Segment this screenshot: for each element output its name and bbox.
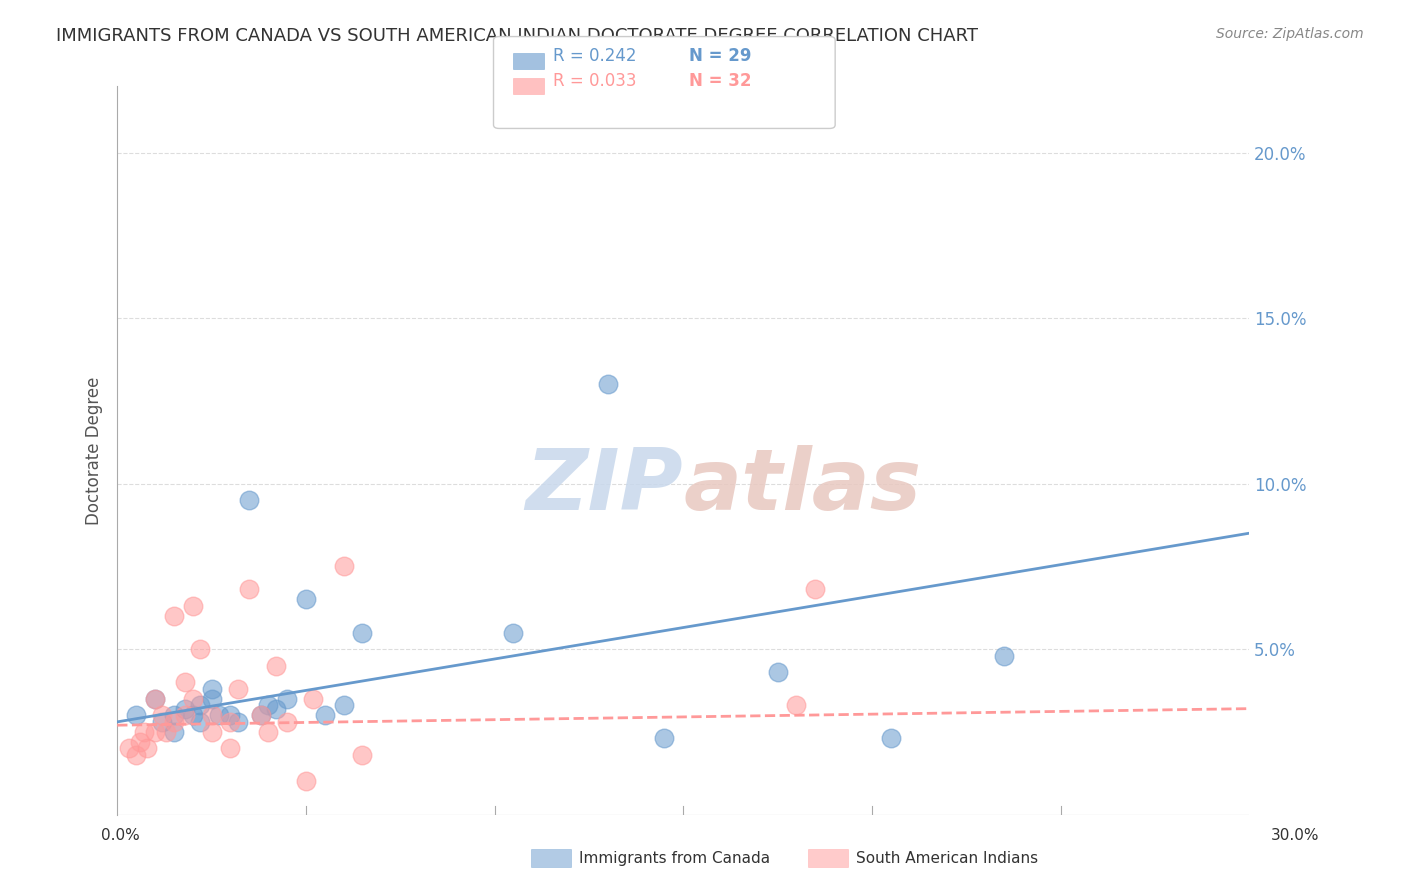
Point bbox=[295, 592, 318, 607]
Text: N = 32: N = 32 bbox=[689, 71, 751, 89]
Point bbox=[152, 714, 174, 729]
Point bbox=[200, 681, 222, 696]
Text: IMMIGRANTS FROM CANADA VS SOUTH AMERICAN INDIAN DOCTORATE DEGREE CORRELATION CHA: IMMIGRANTS FROM CANADA VS SOUTH AMERICAN… bbox=[56, 27, 979, 45]
Point bbox=[181, 599, 204, 613]
Point bbox=[295, 774, 318, 789]
Point bbox=[264, 658, 287, 673]
Point bbox=[219, 741, 242, 756]
Point bbox=[352, 625, 374, 640]
Text: R = 0.033: R = 0.033 bbox=[553, 71, 636, 89]
Point bbox=[314, 708, 336, 723]
Point bbox=[502, 625, 524, 640]
Point bbox=[136, 741, 159, 756]
Point bbox=[132, 724, 155, 739]
Point bbox=[163, 724, 186, 739]
Point bbox=[152, 708, 174, 723]
Point bbox=[163, 714, 186, 729]
Point bbox=[200, 708, 222, 723]
Point bbox=[117, 741, 139, 756]
Text: 0.0%: 0.0% bbox=[101, 828, 141, 843]
Point bbox=[302, 691, 325, 706]
Point bbox=[143, 691, 166, 706]
Point bbox=[174, 701, 197, 715]
Point bbox=[264, 701, 287, 715]
Point bbox=[188, 698, 211, 713]
Point bbox=[249, 708, 271, 723]
Point bbox=[238, 582, 260, 597]
Point bbox=[332, 698, 354, 713]
Y-axis label: Doctorate Degree: Doctorate Degree bbox=[86, 376, 103, 524]
Point bbox=[238, 493, 260, 508]
Point bbox=[257, 724, 280, 739]
Text: N = 29: N = 29 bbox=[689, 46, 751, 64]
Point bbox=[249, 708, 271, 723]
Text: ZIP: ZIP bbox=[526, 445, 683, 528]
Point bbox=[785, 698, 807, 713]
Point bbox=[200, 691, 222, 706]
Text: atlas: atlas bbox=[683, 445, 921, 528]
Point bbox=[174, 675, 197, 690]
Point bbox=[804, 582, 827, 597]
Point bbox=[880, 731, 903, 746]
Point bbox=[143, 724, 166, 739]
Point bbox=[276, 714, 298, 729]
Text: 30.0%: 30.0% bbox=[1271, 828, 1319, 843]
Point bbox=[163, 708, 186, 723]
Point bbox=[226, 714, 249, 729]
Point bbox=[155, 724, 177, 739]
Point bbox=[766, 665, 789, 680]
Point bbox=[125, 747, 148, 762]
Point bbox=[257, 698, 280, 713]
Point bbox=[125, 708, 148, 723]
Point bbox=[332, 559, 354, 574]
Point bbox=[128, 735, 150, 749]
Point bbox=[596, 377, 619, 392]
Point bbox=[993, 648, 1015, 663]
Point bbox=[654, 731, 676, 746]
Text: Immigrants from Canada: Immigrants from Canada bbox=[579, 851, 770, 865]
Point bbox=[188, 642, 211, 657]
Point bbox=[200, 724, 222, 739]
Point bbox=[181, 691, 204, 706]
Point bbox=[143, 691, 166, 706]
Point bbox=[174, 708, 197, 723]
Point bbox=[208, 708, 231, 723]
Text: South American Indians: South American Indians bbox=[856, 851, 1039, 865]
Point bbox=[219, 714, 242, 729]
Point bbox=[352, 747, 374, 762]
Point bbox=[219, 708, 242, 723]
Point bbox=[226, 681, 249, 696]
Point bbox=[181, 708, 204, 723]
Text: R = 0.242: R = 0.242 bbox=[553, 46, 636, 64]
Point bbox=[188, 714, 211, 729]
Text: Source: ZipAtlas.com: Source: ZipAtlas.com bbox=[1216, 27, 1364, 41]
Point bbox=[163, 609, 186, 624]
Point bbox=[276, 691, 298, 706]
